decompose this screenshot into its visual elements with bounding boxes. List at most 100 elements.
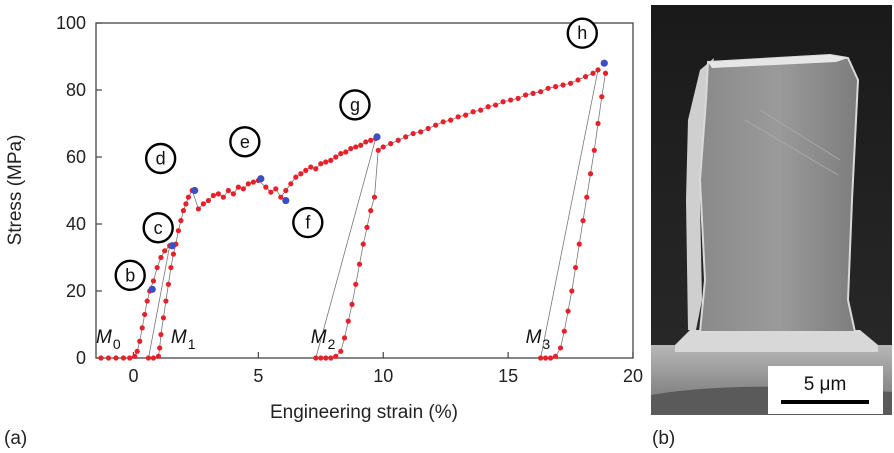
data-point bbox=[595, 67, 601, 73]
highlight-point bbox=[282, 196, 290, 205]
slip-line bbox=[744, 119, 839, 176]
data-point bbox=[144, 298, 150, 304]
pillar-body bbox=[698, 53, 860, 333]
data-point bbox=[113, 355, 119, 361]
data-point bbox=[308, 164, 314, 170]
point-annotations: b c d e f g h bbox=[114, 17, 598, 292]
data-point bbox=[433, 122, 439, 128]
x-tick-label: 5 bbox=[253, 366, 263, 386]
data-point bbox=[353, 144, 359, 150]
data-point bbox=[328, 157, 334, 163]
x-tick-label: 20 bbox=[623, 366, 643, 386]
data-point bbox=[542, 355, 549, 361]
y-tick-label: 20 bbox=[66, 281, 86, 301]
data-point bbox=[353, 281, 359, 287]
data-point bbox=[343, 149, 349, 155]
data-point bbox=[333, 154, 339, 160]
data-point bbox=[150, 278, 157, 284]
data-point bbox=[530, 90, 536, 96]
annotation-label: g bbox=[350, 95, 360, 115]
data-point bbox=[602, 70, 609, 76]
data-point bbox=[545, 85, 551, 91]
data-point bbox=[371, 194, 378, 200]
data-point bbox=[127, 355, 133, 361]
annotation-label: b bbox=[125, 265, 135, 285]
data-point bbox=[515, 95, 521, 101]
data-point bbox=[170, 251, 177, 257]
slip-line bbox=[759, 109, 841, 161]
segment-labels: M0 M1 M2 M3 bbox=[96, 327, 550, 352]
data-point bbox=[230, 191, 236, 197]
data-point bbox=[220, 194, 226, 200]
data-point bbox=[595, 120, 601, 127]
annotation-label: d bbox=[156, 149, 166, 169]
data-point bbox=[333, 353, 339, 359]
data-point bbox=[175, 228, 182, 234]
data-point bbox=[410, 130, 416, 137]
data-point bbox=[160, 315, 167, 321]
plot-frame bbox=[95, 22, 634, 359]
data-point bbox=[263, 184, 269, 190]
pillar-top bbox=[708, 55, 848, 68]
y-axis-label: Stress (MPa) bbox=[5, 135, 26, 246]
data-point bbox=[455, 114, 461, 120]
data-point bbox=[158, 331, 164, 338]
data-point bbox=[508, 97, 514, 103]
data-point bbox=[318, 355, 324, 361]
data-point bbox=[303, 167, 309, 173]
x-tick-label: 15 bbox=[498, 366, 518, 386]
data-point bbox=[200, 201, 206, 207]
panel-b-label: (b) bbox=[652, 428, 675, 449]
data-point bbox=[395, 137, 401, 143]
highlight-point bbox=[191, 186, 199, 195]
data-point bbox=[250, 179, 256, 185]
data-point bbox=[163, 298, 169, 304]
data-point bbox=[440, 119, 446, 125]
data-point bbox=[485, 104, 491, 110]
data-point bbox=[591, 147, 597, 153]
data-point bbox=[380, 144, 386, 150]
data-point bbox=[150, 355, 157, 361]
data-point bbox=[273, 186, 279, 192]
data-point bbox=[375, 147, 381, 153]
annotation-label: e bbox=[240, 132, 250, 152]
annotation-circle bbox=[142, 212, 174, 244]
data-point bbox=[215, 191, 221, 197]
data-point bbox=[345, 318, 351, 324]
data-point bbox=[195, 206, 202, 212]
panel-a-label: (a) bbox=[4, 428, 27, 449]
data-point bbox=[225, 187, 231, 194]
data-point bbox=[360, 241, 366, 247]
data-point bbox=[557, 345, 564, 351]
data-point bbox=[552, 353, 559, 359]
data-point bbox=[288, 181, 294, 187]
data-point bbox=[105, 355, 112, 361]
data-point bbox=[283, 187, 289, 194]
annotation-label: c bbox=[154, 218, 163, 238]
data-point bbox=[425, 125, 431, 132]
data-point bbox=[157, 345, 163, 351]
data-point bbox=[139, 325, 145, 331]
pillar-foot bbox=[675, 330, 878, 352]
y-tick-label: 100 bbox=[56, 13, 86, 33]
data-point bbox=[358, 142, 364, 148]
data-point bbox=[180, 208, 187, 214]
data-point bbox=[580, 218, 586, 224]
y-tick-label: 40 bbox=[66, 214, 86, 234]
data-point bbox=[313, 355, 319, 361]
data-point bbox=[584, 194, 590, 200]
data-point bbox=[293, 174, 299, 180]
data-point bbox=[158, 254, 164, 261]
x-tick-label: 10 bbox=[373, 366, 393, 386]
data-point bbox=[338, 151, 344, 157]
annotation-label: h bbox=[577, 23, 587, 43]
data-point bbox=[240, 186, 246, 192]
data-point bbox=[590, 70, 596, 76]
data-point bbox=[98, 355, 104, 361]
data-point bbox=[403, 134, 409, 140]
annotation-circle bbox=[566, 17, 598, 49]
annotation-circle bbox=[144, 142, 177, 175]
data-point bbox=[356, 261, 363, 267]
y-tick-label: 80 bbox=[66, 80, 86, 100]
